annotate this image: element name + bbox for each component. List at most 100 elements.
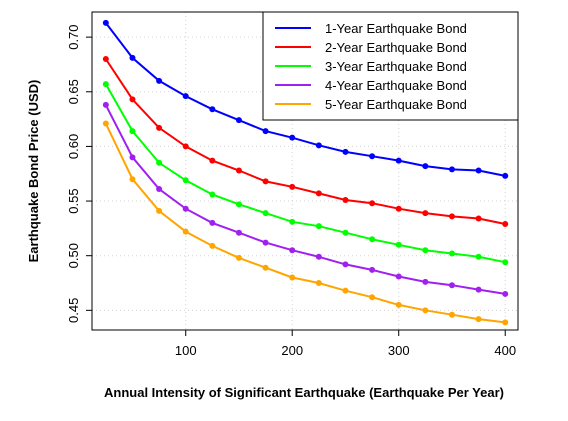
data-point [289, 274, 296, 281]
data-point [448, 282, 455, 289]
data-point [182, 177, 189, 184]
data-point [289, 134, 296, 141]
series-2 [102, 55, 509, 227]
y-tick-label: 0.50 [66, 243, 81, 268]
data-point [369, 294, 376, 301]
data-point [156, 207, 163, 214]
y-tick-label: 0.55 [66, 188, 81, 213]
data-point [475, 253, 482, 260]
data-point [262, 264, 269, 271]
data-point [369, 200, 376, 207]
legend-label: 1-Year Earthquake Bond [325, 21, 467, 36]
data-point [102, 81, 109, 88]
data-point [315, 253, 322, 260]
data-point [395, 273, 402, 280]
data-point [156, 186, 163, 193]
data-point [342, 196, 349, 203]
data-point [129, 54, 136, 61]
series-line [104, 104, 506, 295]
data-point [395, 241, 402, 248]
data-point [289, 247, 296, 254]
data-point [182, 93, 189, 100]
data-point [235, 201, 242, 208]
data-point [475, 215, 482, 222]
data-point [209, 157, 216, 164]
data-point [156, 77, 163, 84]
legend-label: 2-Year Earthquake Bond [325, 40, 467, 55]
data-point [102, 55, 109, 62]
legend: 1-Year Earthquake Bond 2-Year Earthquake … [262, 11, 519, 121]
data-point [156, 124, 163, 131]
data-point [209, 242, 216, 249]
data-point [129, 128, 136, 135]
data-point [129, 154, 136, 161]
data-point [422, 247, 429, 254]
legend-label: 4-Year Earthquake Bond [325, 78, 467, 93]
y-axis-title: Earthquake Bond Price (USD) [26, 80, 41, 263]
x-axis-title: Annual Intensity of Significant Earthqua… [104, 385, 504, 400]
data-point [182, 205, 189, 212]
data-point [448, 166, 455, 173]
data-point [369, 266, 376, 273]
data-point [315, 280, 322, 287]
data-point [395, 157, 402, 164]
legend-label: 5-Year Earthquake Bond [325, 97, 467, 112]
data-point [235, 167, 242, 174]
data-point [262, 239, 269, 246]
data-point [315, 190, 322, 197]
data-point [342, 148, 349, 155]
data-point [422, 210, 429, 217]
data-point [395, 205, 402, 212]
data-point [289, 183, 296, 190]
data-point [262, 128, 269, 135]
y-tick-label: 0.70 [66, 24, 81, 49]
data-point [102, 120, 109, 127]
data-point [448, 213, 455, 220]
series-line [104, 123, 506, 324]
y-tick-label: 0.65 [66, 79, 81, 104]
series-5 [102, 120, 509, 326]
x-axis: 100 200 300 400 [175, 330, 516, 358]
data-point [475, 286, 482, 293]
data-point [129, 176, 136, 183]
data-point [235, 117, 242, 124]
data-point [448, 311, 455, 318]
series-line [104, 58, 506, 225]
data-point [475, 167, 482, 174]
data-point [448, 250, 455, 257]
x-tick-label: 200 [281, 343, 303, 358]
data-point [182, 143, 189, 150]
data-point [369, 236, 376, 243]
data-point [502, 221, 509, 227]
data-point [422, 307, 429, 314]
x-tick-label: 400 [494, 343, 516, 358]
data-point [342, 287, 349, 294]
data-point [502, 259, 509, 266]
legend-label: 3-Year Earthquake Bond [325, 59, 467, 74]
data-point [235, 229, 242, 236]
data-point [422, 278, 429, 285]
data-point [129, 96, 136, 103]
data-point [502, 172, 509, 179]
data-point [209, 191, 216, 198]
series-4 [102, 101, 509, 297]
series-layer [102, 19, 509, 326]
y-tick-label: 0.45 [66, 298, 81, 323]
series-3 [102, 81, 509, 266]
data-point [395, 301, 402, 308]
series-line [104, 83, 506, 264]
series-1 [102, 19, 509, 179]
data-point [182, 228, 189, 235]
data-point [262, 178, 269, 185]
data-point [502, 290, 509, 297]
data-point [209, 219, 216, 226]
data-point [502, 319, 509, 326]
series-line [105, 22, 506, 177]
data-point [422, 163, 429, 170]
data-point [262, 210, 269, 217]
data-point [315, 223, 322, 230]
data-point [102, 19, 109, 26]
x-tick-label: 100 [175, 343, 197, 358]
data-point [315, 142, 322, 149]
data-point [369, 153, 376, 160]
